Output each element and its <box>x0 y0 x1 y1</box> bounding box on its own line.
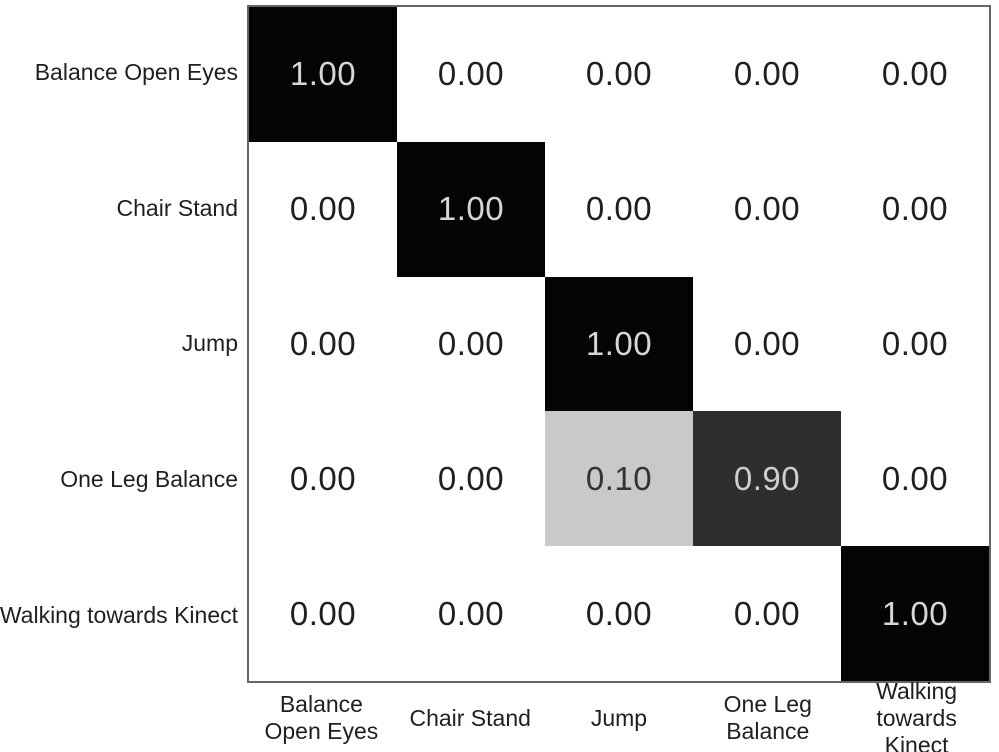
col-axis-labels: Balance Open Eyes Chair Stand Jump One Leg … <box>247 677 991 752</box>
matrix-cell-r3c4: 0.00 <box>841 411 989 547</box>
row-label-4: Walking towards Kinect <box>0 601 238 628</box>
matrix-cell-r2c3: 0.00 <box>693 276 841 412</box>
matrix-cell-r3c2: 0.10 <box>545 411 693 547</box>
matrix-cell-r0c0: 1.00 <box>249 7 397 142</box>
matrix-cell-r1c4: 0.00 <box>841 141 989 277</box>
col-label-2: Jump <box>590 704 648 731</box>
matrix-cell-r0c4: 0.00 <box>841 7 989 142</box>
matrix-cell-r4c1: 0.00 <box>397 546 545 681</box>
col-label-3: One Leg Balance <box>723 691 812 744</box>
matrix-cell-r2c1: 0.00 <box>397 276 545 412</box>
matrix-cell-r0c2: 0.00 <box>545 7 693 142</box>
matrix-cell-r1c1: 1.00 <box>397 141 545 277</box>
matrix-cell-r3c1: 0.00 <box>397 411 545 547</box>
col-label-1: Chair Stand <box>409 704 531 731</box>
matrix-grid: 1.00 0.00 0.00 0.00 0.00 0.00 1.00 0.00 0.00 0.00… <box>247 5 991 683</box>
matrix-cell-r3c0: 0.00 <box>249 411 397 547</box>
row-axis-labels: Balance Open Eyes Chair Stand Jump One Leg … <box>0 5 243 683</box>
matrix-cell-r1c0: 0.00 <box>249 141 397 277</box>
row-label-3: One Leg Balance <box>60 466 238 493</box>
matrix-cell-r1c2: 0.00 <box>545 141 693 277</box>
matrix-cell-r4c2: 0.00 <box>545 546 693 681</box>
matrix-cell-r4c3: 0.00 <box>693 546 841 681</box>
matrix-cell-r4c4: 1.00 <box>841 546 989 681</box>
col-label-4: Walking towards Kinect <box>876 677 958 752</box>
matrix-cell-r4c0: 0.00 <box>249 546 397 681</box>
row-label-1: Chair Stand <box>116 194 238 221</box>
row-label-2: Jump <box>181 330 238 357</box>
col-label-0: Balance Open Eyes <box>264 691 379 744</box>
matrix-cell-r1c3: 0.00 <box>693 141 841 277</box>
matrix-cell-r3c3: 0.90 <box>693 411 841 547</box>
matrix-cell-r0c3: 0.00 <box>693 7 841 142</box>
matrix-cell-r2c2: 1.00 <box>545 276 693 412</box>
matrix-cell-r2c4: 0.00 <box>841 276 989 412</box>
row-label-0: Balance Open Eyes <box>34 59 238 86</box>
matrix-cell-r2c0: 0.00 <box>249 276 397 412</box>
matrix-cell-r0c1: 0.00 <box>397 7 545 142</box>
